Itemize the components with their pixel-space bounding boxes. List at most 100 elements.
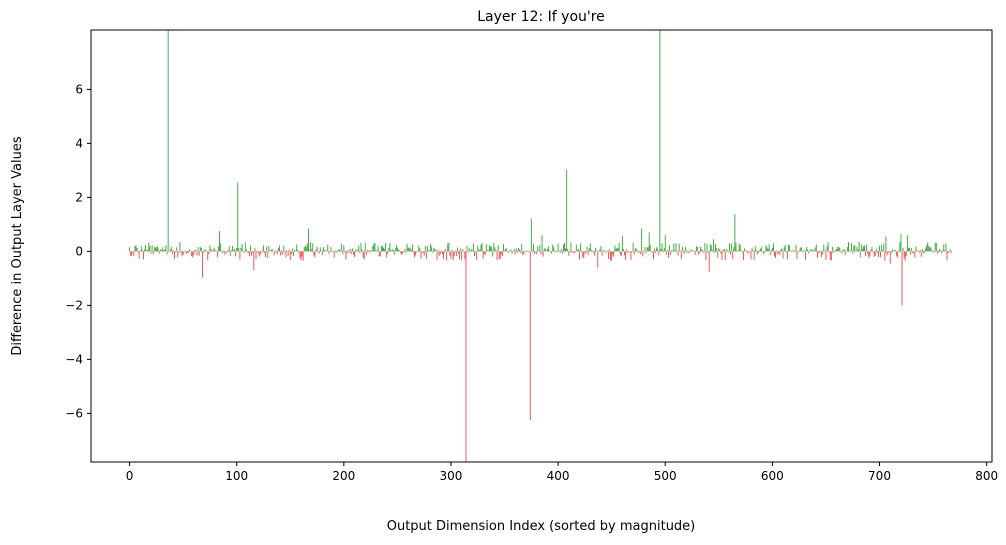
x-tick-label: 100 — [225, 469, 248, 483]
bar-positive — [374, 242, 376, 252]
bar-positive — [553, 246, 555, 252]
bar-negative — [522, 251, 524, 256]
bar-positive — [726, 250, 728, 252]
bar-positive — [943, 244, 945, 252]
bar-negative — [574, 251, 576, 253]
bar-positive — [144, 249, 145, 252]
bar-negative — [386, 251, 388, 258]
bar-positive — [836, 249, 838, 252]
bar-negative — [597, 251, 599, 268]
bar-positive — [669, 245, 670, 252]
bar-negative — [264, 251, 265, 253]
bar-negative — [677, 251, 679, 256]
bar-positive — [800, 247, 802, 252]
bar-positive — [151, 245, 153, 252]
bar-positive — [609, 249, 610, 252]
bar-negative — [181, 251, 183, 256]
bar-positive — [731, 243, 733, 252]
bar-negative — [501, 251, 503, 256]
bar-positive — [693, 250, 695, 252]
bar-negative — [619, 251, 621, 255]
bar-negative — [275, 251, 277, 253]
bar-positive — [491, 247, 493, 252]
bar-series — [129, 30, 952, 462]
bar-positive — [504, 250, 505, 252]
bar-negative — [256, 251, 258, 253]
bar-positive — [735, 242, 737, 252]
bar-negative — [901, 251, 903, 306]
bar-negative — [613, 251, 615, 257]
bar-positive — [902, 247, 904, 252]
bar-positive — [931, 250, 933, 252]
bar-positive — [506, 248, 508, 252]
bar-positive — [740, 250, 742, 252]
bar-positive — [780, 248, 782, 252]
bar-positive — [526, 250, 528, 252]
bar-positive — [308, 228, 309, 252]
bar-positive — [338, 249, 339, 252]
bar-positive — [842, 249, 844, 252]
bar-positive — [783, 247, 785, 252]
bar-negative — [905, 251, 907, 257]
bar-negative — [191, 251, 193, 257]
bar-positive — [142, 250, 143, 252]
bar-positive — [745, 250, 747, 252]
bar-negative — [932, 251, 934, 253]
bar-negative — [694, 251, 696, 255]
bar-positive — [588, 247, 590, 252]
bar-negative — [550, 251, 552, 253]
bar-positive — [647, 247, 649, 252]
y-tick-label: −4 — [65, 352, 83, 366]
bar-negative — [640, 251, 642, 255]
bar-positive — [260, 250, 262, 252]
bar-positive — [815, 244, 817, 252]
bar-positive — [538, 250, 540, 252]
bar-negative — [441, 251, 443, 255]
bar-positive — [771, 247, 773, 252]
bar-positive — [197, 246, 199, 252]
bar-negative — [289, 251, 291, 261]
bar-positive — [614, 245, 616, 252]
bar-positive — [194, 249, 196, 252]
bar-positive — [885, 236, 887, 252]
bar-positive — [233, 250, 234, 252]
bar-negative — [775, 251, 777, 258]
bar-negative — [639, 251, 640, 253]
bar-positive — [303, 247, 305, 252]
bar-positive — [713, 239, 714, 252]
bar-negative — [216, 251, 218, 258]
x-axis-label: Output Dimension Index (sorted by magnit… — [387, 519, 696, 534]
bar-negative — [645, 251, 647, 254]
bar-positive — [404, 249, 406, 252]
bar-positive — [334, 250, 336, 252]
bar-negative — [450, 251, 452, 259]
bar-negative — [239, 251, 241, 260]
bar-positive — [722, 249, 724, 252]
bar-negative — [651, 251, 653, 253]
bar-negative — [818, 251, 819, 253]
bar-negative — [183, 251, 185, 253]
bar-negative — [422, 251, 424, 253]
bar-positive — [685, 247, 687, 252]
bar-negative — [743, 251, 744, 260]
bar-positive — [615, 248, 617, 252]
bar-positive — [738, 243, 740, 252]
bar-positive — [399, 250, 400, 252]
bar-positive — [666, 249, 668, 252]
bar-positive — [434, 249, 436, 252]
bar-negative — [461, 251, 463, 261]
x-axis-ticks: 0 100 200 300 400 500 600 700 800 — [126, 462, 998, 483]
bar-positive — [860, 244, 862, 252]
bar-positive — [344, 250, 346, 252]
bar-positive — [660, 249, 662, 252]
chart-title: Layer 12: If you're — [477, 9, 605, 25]
y-tick-label: 4 — [75, 136, 83, 150]
bar-positive — [596, 250, 598, 252]
bar-positive — [429, 250, 430, 252]
bar-positive — [361, 249, 363, 252]
bar-positive — [942, 250, 944, 252]
bar-negative — [542, 251, 544, 257]
bar-positive — [908, 248, 909, 252]
bar-negative — [874, 251, 876, 256]
bar-negative — [904, 251, 906, 261]
